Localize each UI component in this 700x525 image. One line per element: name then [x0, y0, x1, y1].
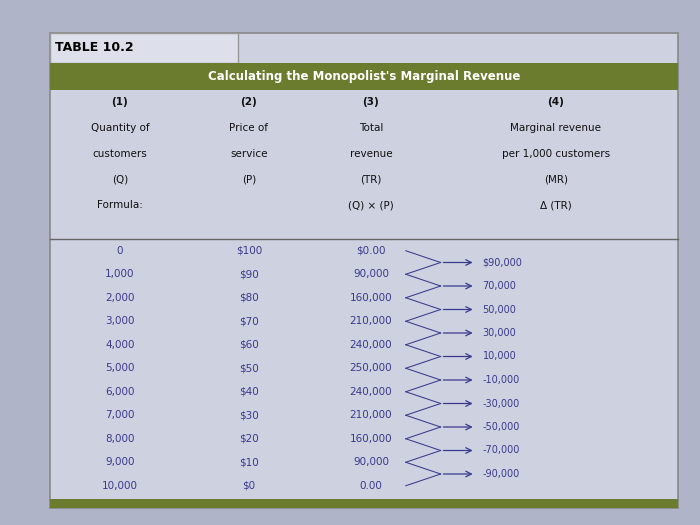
Text: Calculating the Monopolist's Marginal Revenue: Calculating the Monopolist's Marginal Re…: [208, 70, 520, 83]
Text: 4,000: 4,000: [105, 340, 134, 350]
Text: 0: 0: [117, 246, 123, 256]
FancyBboxPatch shape: [50, 63, 678, 90]
Text: 3,000: 3,000: [105, 316, 134, 326]
Text: 8,000: 8,000: [105, 434, 134, 444]
Text: 240,000: 240,000: [349, 387, 392, 397]
Text: Total: Total: [358, 123, 383, 133]
Text: Marginal revenue: Marginal revenue: [510, 123, 601, 133]
Text: 10,000: 10,000: [102, 481, 138, 491]
Text: 90,000: 90,000: [353, 269, 389, 279]
Text: $20: $20: [239, 434, 259, 444]
Text: per 1,000 customers: per 1,000 customers: [502, 149, 610, 159]
Text: 250,000: 250,000: [349, 363, 392, 373]
Text: Formula:: Formula:: [97, 200, 143, 210]
Text: customers: customers: [92, 149, 147, 159]
Text: 6,000: 6,000: [105, 387, 134, 397]
Text: $50: $50: [239, 363, 259, 373]
Text: 240,000: 240,000: [349, 340, 392, 350]
Text: service: service: [230, 149, 267, 159]
Text: Quantity of: Quantity of: [90, 123, 149, 133]
Text: (Q): (Q): [112, 174, 128, 184]
Text: $90,000: $90,000: [482, 257, 522, 268]
FancyBboxPatch shape: [50, 33, 239, 63]
Text: (P): (P): [241, 174, 256, 184]
Text: $0.00: $0.00: [356, 246, 386, 256]
Text: 90,000: 90,000: [353, 457, 389, 467]
Text: -70,000: -70,000: [482, 446, 520, 456]
Text: -10,000: -10,000: [482, 375, 519, 385]
Text: Price of: Price of: [230, 123, 268, 133]
Text: 160,000: 160,000: [349, 434, 392, 444]
Text: -50,000: -50,000: [482, 422, 520, 432]
Text: 5,000: 5,000: [105, 363, 134, 373]
Text: $80: $80: [239, 293, 259, 303]
Text: $70: $70: [239, 316, 259, 326]
Text: 70,000: 70,000: [482, 281, 517, 291]
Text: (3): (3): [363, 98, 379, 108]
Text: -30,000: -30,000: [482, 398, 519, 408]
Text: (Q) × (P): (Q) × (P): [348, 200, 394, 210]
Text: Δ (TR): Δ (TR): [540, 200, 572, 210]
Text: $60: $60: [239, 340, 259, 350]
FancyBboxPatch shape: [50, 33, 678, 508]
Text: TABLE 10.2: TABLE 10.2: [55, 41, 134, 55]
Text: 2,000: 2,000: [105, 293, 134, 303]
Text: $40: $40: [239, 387, 259, 397]
Text: 30,000: 30,000: [482, 328, 516, 338]
Text: (4): (4): [547, 98, 564, 108]
Text: $10: $10: [239, 457, 259, 467]
Text: $0: $0: [242, 481, 256, 491]
Text: (2): (2): [241, 98, 258, 108]
Text: revenue: revenue: [349, 149, 392, 159]
Text: 7,000: 7,000: [105, 410, 134, 420]
Text: $100: $100: [236, 246, 262, 256]
Text: 50,000: 50,000: [482, 304, 517, 314]
Text: $90: $90: [239, 269, 259, 279]
Text: -90,000: -90,000: [482, 469, 519, 479]
Text: 9,000: 9,000: [105, 457, 134, 467]
Text: 210,000: 210,000: [349, 410, 392, 420]
Text: $30: $30: [239, 410, 259, 420]
Text: 160,000: 160,000: [349, 293, 392, 303]
Text: 0.00: 0.00: [360, 481, 382, 491]
Text: 210,000: 210,000: [349, 316, 392, 326]
Text: 1,000: 1,000: [105, 269, 134, 279]
Text: (1): (1): [111, 98, 128, 108]
Text: (MR): (MR): [544, 174, 568, 184]
Text: 10,000: 10,000: [482, 352, 516, 362]
Text: (TR): (TR): [360, 174, 382, 184]
FancyBboxPatch shape: [50, 499, 678, 508]
